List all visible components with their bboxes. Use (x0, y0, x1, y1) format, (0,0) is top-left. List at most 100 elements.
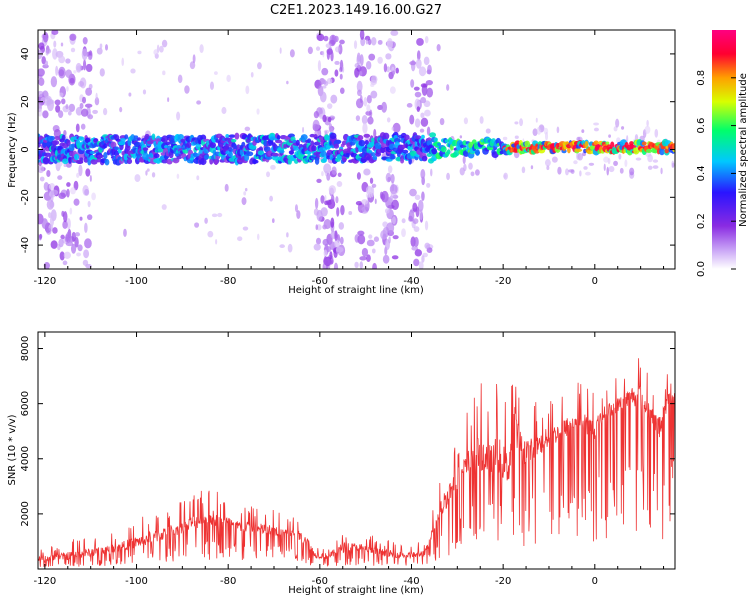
heatmap-cell (103, 151, 108, 160)
heatmap-cell (243, 191, 247, 196)
heatmap-cell (189, 157, 195, 161)
heatmap-cell (66, 139, 71, 147)
heatmap-cell (354, 67, 360, 78)
heatmap-cell (70, 187, 76, 195)
heatmap-cell (85, 63, 93, 73)
snr-x-tick-label: -60 (312, 576, 328, 587)
heatmap-cell (64, 234, 69, 243)
heatmap-cell (390, 190, 397, 198)
heatmap-cell (386, 38, 393, 50)
heatmap-cell (357, 89, 362, 97)
heatmap-cell (315, 224, 318, 231)
heatmap-cell (413, 226, 420, 232)
heatmap-cell (119, 106, 123, 113)
heatmap-cell (218, 143, 224, 148)
heatmap-cell (326, 49, 330, 60)
heatmap-cell (58, 192, 66, 200)
heatmap-cell (199, 157, 207, 166)
heatmap-cell (79, 216, 83, 221)
heatmap-cell (366, 94, 372, 104)
heatmap-cell (93, 138, 98, 143)
heatmap-cell (371, 183, 377, 188)
heatmap-cell (463, 117, 469, 125)
heatmap-cell (366, 254, 371, 262)
heatmap-cell (58, 238, 64, 248)
heatmap-cell (84, 222, 88, 234)
heatmap-cell (521, 166, 526, 174)
heatmap-cell (167, 97, 170, 103)
heatmap-cell (363, 96, 368, 107)
heatmap-cell (372, 262, 377, 269)
heatmap-cell (253, 159, 259, 164)
heatmap-cell (81, 48, 88, 61)
heatmap-cell (214, 71, 218, 75)
snr-x-tick-label: -80 (220, 576, 236, 587)
heatmap-cell (217, 212, 223, 218)
heatmap-cell (62, 220, 68, 229)
heatmap-cell (359, 261, 364, 269)
heatmap-cell (48, 183, 55, 191)
heatmap-cell (652, 159, 659, 163)
heatmap-cell (359, 94, 363, 104)
heatmap-cell (319, 91, 327, 103)
heatmap-cell (257, 62, 262, 70)
heatmap-cell (616, 137, 621, 144)
heatmap-cell (433, 137, 438, 143)
heatmap-cell (79, 157, 84, 162)
heatmap-cell (576, 136, 581, 142)
spectrogram-x-tick-label: 0 (592, 276, 598, 287)
heatmap-cell (565, 168, 569, 176)
heatmap-cell (436, 44, 441, 52)
heatmap-cell (635, 157, 642, 161)
heatmap-cell (61, 134, 66, 141)
heatmap-cell (440, 146, 447, 153)
heatmap-cell (603, 163, 606, 172)
heatmap-cell (413, 86, 420, 91)
heatmap-cell (421, 134, 425, 139)
snr-x-label: Height of straight line (km) (288, 585, 424, 596)
spectrogram-panel: -120 -100 -80 -60 -40 -20 0 -40 -20 0 20 40 Height… (7, 29, 676, 296)
heatmap-cell (153, 49, 159, 56)
heatmap-cell (69, 77, 75, 84)
snr-panel: -120 -100 -80 -60 -40 -20 0 2000 4000 6000 8000 H… (7, 331, 676, 596)
heatmap-cell (275, 139, 283, 144)
heatmap-cell (265, 155, 273, 160)
snr-y-tick-label: 6000 (20, 391, 31, 416)
heatmap-cell (413, 258, 420, 267)
heatmap-cell (226, 74, 231, 83)
heatmap-cell (157, 148, 163, 153)
heatmap-cell (355, 201, 363, 206)
heatmap-cell (266, 171, 271, 178)
heatmap-cell (330, 50, 334, 62)
heatmap-cell (368, 189, 373, 199)
heatmap-cell (74, 236, 79, 248)
heatmap-cell (416, 37, 424, 46)
heatmap-cell (388, 236, 391, 244)
heatmap-cell (415, 206, 420, 218)
heatmap-cell (323, 155, 328, 163)
heatmap-cell (380, 230, 388, 240)
heatmap-cell (363, 133, 371, 138)
heatmap-cell (420, 112, 425, 119)
colorbar-label: Normalized spectral amplitude (738, 73, 749, 227)
heatmap-cell (256, 108, 260, 115)
heatmap-cell (57, 110, 64, 118)
heatmap-cell (654, 128, 659, 138)
heatmap-cell (329, 251, 333, 260)
heatmap-cell (414, 91, 422, 98)
heatmap-cell (225, 133, 230, 139)
heatmap-cell (184, 85, 190, 94)
heatmap-cell (228, 134, 236, 138)
heatmap-cell (660, 167, 663, 175)
snr-series (38, 358, 675, 567)
heatmap-cell (84, 238, 92, 249)
snr-x-tick-label: -40 (403, 576, 419, 587)
heatmap-cell (326, 172, 331, 181)
heatmap-cell (80, 108, 89, 117)
heatmap-cell (97, 154, 105, 159)
heatmap-cell (479, 116, 484, 124)
heatmap-cell (196, 175, 200, 181)
heatmap-cell (393, 138, 401, 143)
heatmap-cell (207, 230, 214, 238)
heatmap-cell (224, 142, 230, 150)
